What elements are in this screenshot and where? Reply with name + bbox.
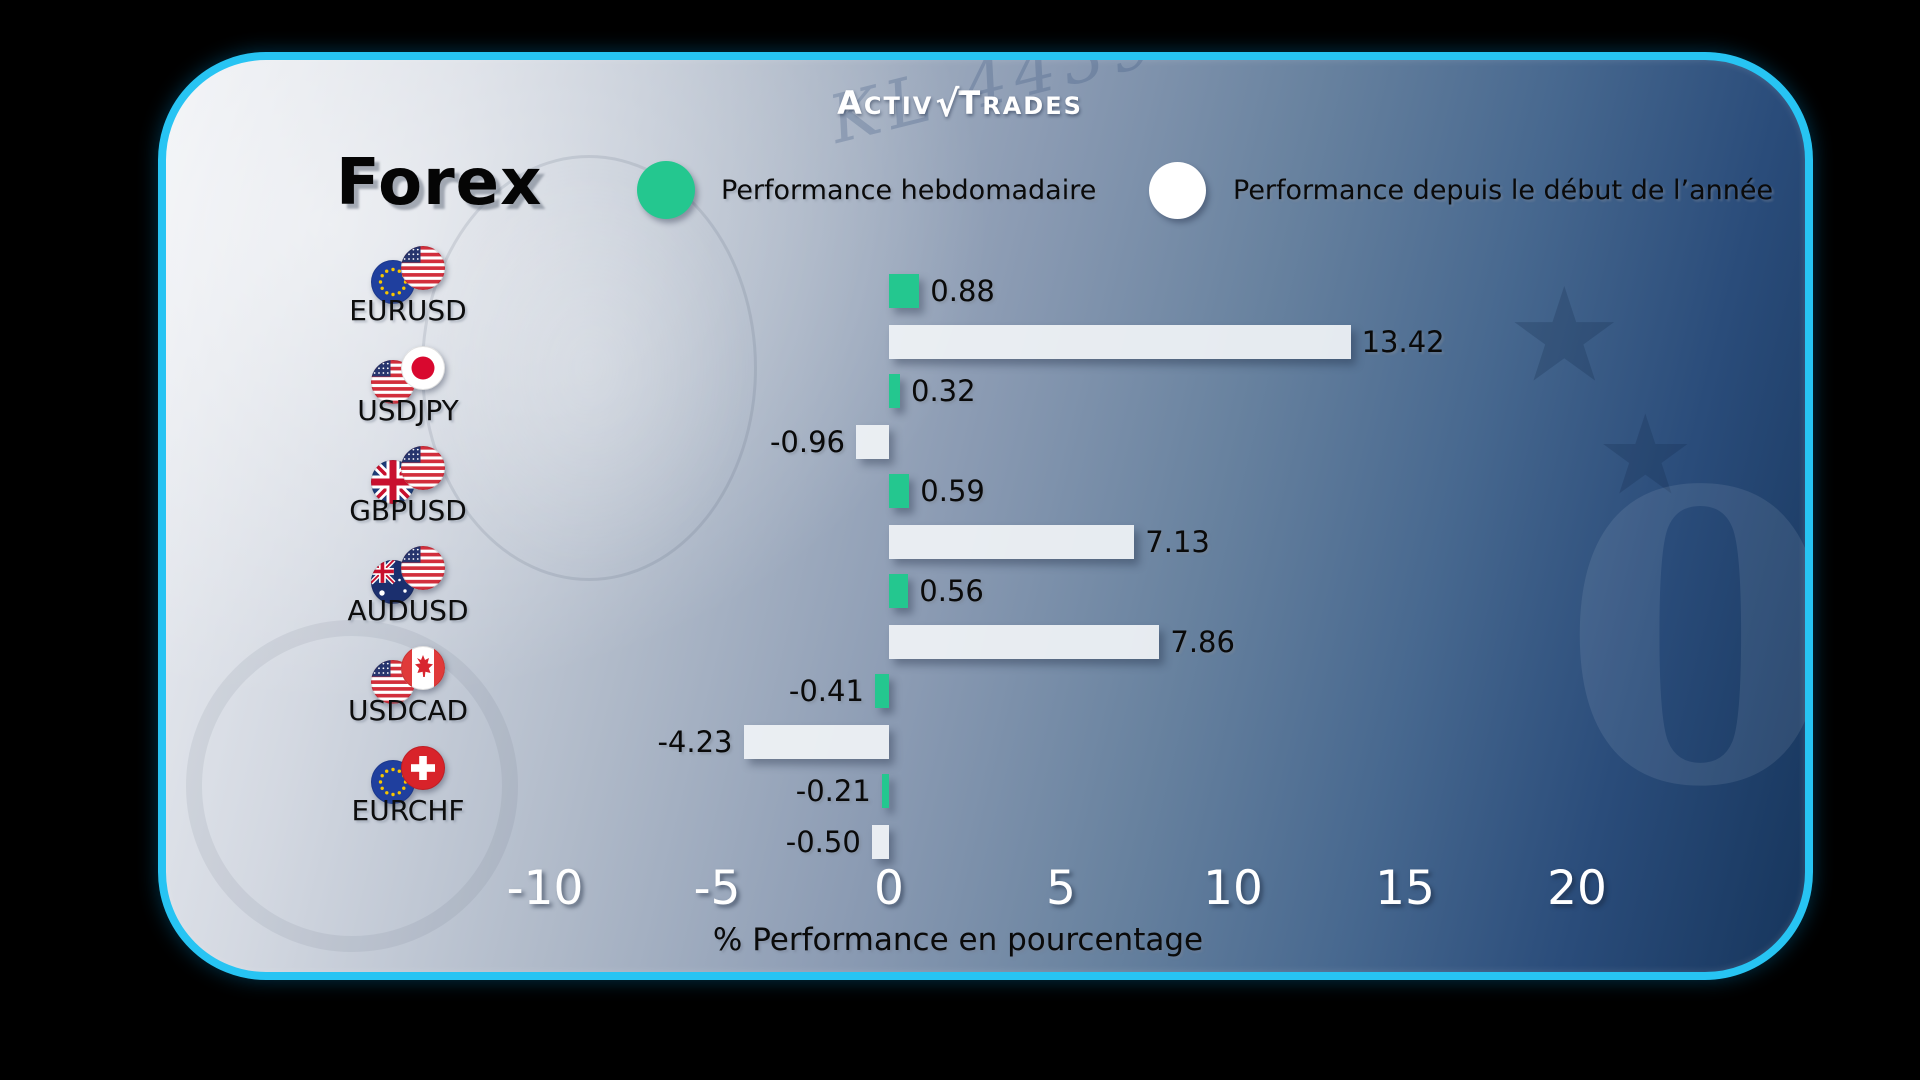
- ytd-value-usdcad: -4.23: [657, 725, 733, 759]
- pair-label-usdcad: USDCAD: [347, 694, 469, 727]
- weekly-bar-eurchf: [881, 774, 889, 808]
- pair-label-eurchf: EURCHF: [351, 794, 465, 827]
- ytd-value-eurusd: 13.42: [1361, 325, 1445, 359]
- ytd-bar-eurchf: [871, 825, 889, 859]
- ytd-value-audusd: 7.86: [1170, 625, 1235, 659]
- flag-us-icon: [401, 446, 445, 490]
- pair-flags-gbpusd: [371, 446, 445, 504]
- weekly-value-usdcad: -0.41: [788, 674, 864, 708]
- pair-label-usdjpy: USDJPY: [357, 394, 459, 427]
- pair-flags-audusd: [371, 546, 445, 604]
- ytd-bar-gbpusd: [889, 525, 1135, 559]
- pair-label-audusd: AUDUSD: [347, 594, 469, 627]
- ytd-bar-audusd: [889, 625, 1160, 659]
- ytd-value-usdjpy: -0.96: [769, 425, 845, 459]
- x-tick-0: 0: [874, 861, 904, 916]
- weekly-bar-audusd: [889, 574, 909, 608]
- page-title: Forex: [336, 146, 543, 220]
- pair-label-gbpusd: GBPUSD: [349, 494, 467, 527]
- pair-label-eurusd: EURUSD: [349, 294, 467, 327]
- x-tick-10: 10: [1203, 861, 1263, 916]
- weekly-value-usdjpy: 0.32: [911, 374, 976, 408]
- logo-text: T: [958, 84, 983, 122]
- flag-us-icon: [401, 246, 445, 290]
- flag-us-icon: [401, 546, 445, 590]
- weekly-value-audusd: 0.56: [919, 574, 984, 608]
- brand-logo: ACTIV√TRADES: [0, 82, 1920, 125]
- weekly-value-eurchf: -0.21: [795, 774, 871, 808]
- legend-item-weekly: Performance hebdomadaire: [637, 161, 1096, 219]
- weekly-bar-gbpusd: [889, 474, 910, 508]
- x-tick-5: 5: [1046, 861, 1076, 916]
- weekly-value-eurusd: 0.88: [930, 274, 995, 308]
- flag-ca-icon: [401, 646, 445, 690]
- logo-check-icon: √: [935, 84, 962, 125]
- logo-text: RADES: [982, 92, 1083, 120]
- x-axis-title: % Performance en pourcentage: [712, 922, 1204, 958]
- ytd-bar-usdjpy: [856, 425, 889, 459]
- ytd-value-gbpusd: 7.13: [1145, 525, 1210, 559]
- ytd-bar-usdcad: [743, 725, 889, 759]
- ytd-value-eurchf: -0.50: [785, 825, 861, 859]
- x-tick-15: 15: [1375, 861, 1435, 916]
- pair-flags-eurchf: [371, 746, 445, 804]
- weekly-value-gbpusd: 0.59: [920, 474, 985, 508]
- logo-text: CTIV: [863, 92, 934, 120]
- flag-jp-icon: [401, 346, 445, 390]
- pair-flags-usdcad: [371, 646, 445, 704]
- legend-label-ytd: Performance depuis le début de l’année: [1233, 175, 1774, 206]
- weekly-bar-usdjpy: [889, 374, 900, 408]
- ytd-bar-eurusd: [889, 325, 1351, 359]
- logo-text: A: [837, 84, 864, 122]
- flag-ch-icon: [401, 746, 445, 790]
- legend-label-weekly: Performance hebdomadaire: [721, 174, 1097, 206]
- green-circle-icon: [637, 161, 695, 219]
- x-tick--10: -10: [506, 861, 584, 916]
- white-circle-icon: [1149, 162, 1206, 219]
- pair-flags-usdjpy: [371, 346, 445, 404]
- legend-item-ytd: Performance depuis le début de l’année: [1149, 162, 1773, 219]
- pair-flags-eurusd: [371, 246, 445, 304]
- x-tick--5: -5: [693, 861, 741, 916]
- weekly-bar-eurusd: [889, 274, 920, 308]
- x-tick-20: 20: [1547, 861, 1607, 916]
- weekly-bar-usdcad: [874, 674, 889, 708]
